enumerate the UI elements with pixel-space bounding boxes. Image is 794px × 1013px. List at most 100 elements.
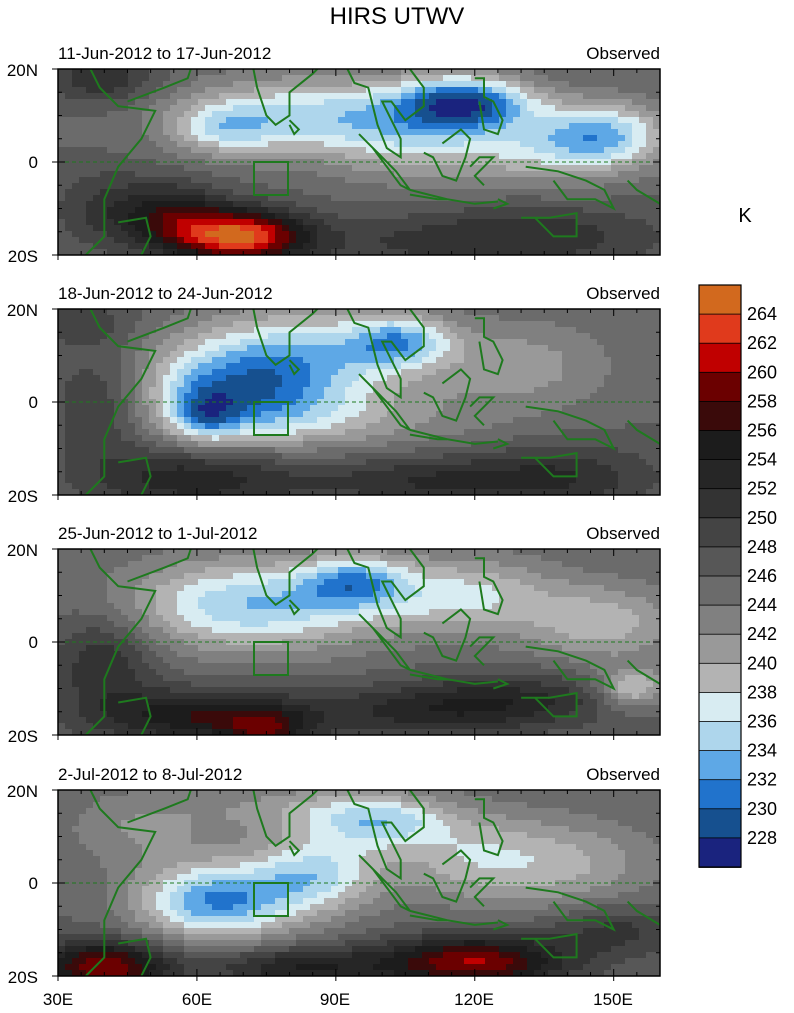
contour-cell <box>170 453 178 460</box>
contour-cell <box>492 339 500 346</box>
contour-cell <box>233 339 241 346</box>
contour-cell <box>128 441 136 448</box>
contour-cell <box>632 213 640 220</box>
contour-cell <box>72 423 80 430</box>
contour-cell <box>128 423 136 430</box>
contour-cell <box>450 231 458 238</box>
contour-cell <box>597 327 605 334</box>
contour-cell <box>268 375 276 382</box>
contour-cell <box>478 81 486 88</box>
contour-cell <box>233 333 241 340</box>
contour-cell <box>548 111 556 118</box>
contour-cell <box>345 117 353 124</box>
contour-cell <box>471 411 479 418</box>
contour-cell <box>373 453 381 460</box>
contour-cell <box>506 129 514 136</box>
contour-cell <box>527 183 535 190</box>
contour-cell <box>114 333 122 340</box>
contour-cell <box>485 339 493 346</box>
contour-cell <box>345 93 353 100</box>
contour-cell <box>380 447 388 454</box>
contour-cell <box>478 93 486 100</box>
contour-cell <box>338 447 346 454</box>
contour-cell <box>219 417 227 424</box>
contour-cell <box>499 231 507 238</box>
contour-cell <box>562 81 570 88</box>
contour-cell <box>79 309 87 316</box>
contour-cell <box>107 447 115 454</box>
contour-cell <box>520 123 528 130</box>
contour-cell <box>345 153 353 160</box>
contour-cell <box>478 189 486 196</box>
coastline <box>492 198 510 210</box>
contour-cell <box>604 219 612 226</box>
contour-cell <box>296 135 304 142</box>
contour-cell <box>303 447 311 454</box>
contour-cell <box>373 135 381 142</box>
contour-cell <box>324 183 332 190</box>
contour-cell <box>429 231 437 238</box>
contour-cell <box>191 231 199 238</box>
contour-cell <box>121 387 129 394</box>
contour-cell <box>191 393 199 400</box>
contour-cell <box>520 225 528 232</box>
contour-cell <box>471 141 479 148</box>
contour-cell <box>345 357 353 364</box>
contour-cell <box>436 357 444 364</box>
contour-cell <box>240 321 248 328</box>
contour-cell <box>562 333 570 340</box>
contour-cell <box>471 111 479 118</box>
contour-cell <box>289 135 297 142</box>
contour-cell <box>135 195 143 202</box>
contour-cell <box>72 363 80 370</box>
contour-cell <box>597 411 605 418</box>
contour-cell <box>100 153 108 160</box>
contour-cell <box>576 429 584 436</box>
contour-cell <box>471 171 479 178</box>
contour-cell <box>625 183 633 190</box>
contour-cell <box>401 387 409 394</box>
contour-cell <box>191 249 199 255</box>
contour-cell <box>72 195 80 202</box>
contour-cell <box>128 375 136 382</box>
contour-cell <box>184 213 192 220</box>
contour-cell <box>275 99 283 106</box>
contour-cell <box>408 117 416 124</box>
contour-cell <box>226 195 234 202</box>
contour-cell <box>184 363 192 370</box>
contour-cell <box>471 357 479 364</box>
contour-cell <box>499 177 507 184</box>
contour-cell <box>93 231 101 238</box>
contour-cell <box>401 81 409 88</box>
contour-cell <box>401 123 409 130</box>
contour-cell <box>142 333 150 340</box>
contour-cell <box>464 333 472 340</box>
contour-cell <box>534 447 542 454</box>
contour-cell <box>387 435 395 442</box>
contour-cell <box>275 333 283 340</box>
contour-cell <box>394 459 402 466</box>
contour-cell <box>387 105 395 112</box>
contour-cell <box>429 165 437 172</box>
contour-cell <box>366 117 374 124</box>
contour-cell <box>142 417 150 424</box>
contour-cell <box>135 315 143 322</box>
contour-cell <box>471 183 479 190</box>
contour-cell <box>212 453 220 460</box>
contour-cell <box>436 375 444 382</box>
contour-cell <box>191 411 199 418</box>
contour-cell <box>576 369 584 376</box>
contour-cell <box>555 81 563 88</box>
contour-cell <box>282 75 290 82</box>
contour-cell <box>254 315 262 322</box>
coastline <box>626 179 660 205</box>
contour-cell <box>429 405 437 412</box>
contour-cell <box>240 357 248 364</box>
contour-cell <box>513 111 521 118</box>
contour-cell <box>611 207 619 214</box>
contour-cell <box>492 201 500 208</box>
contour-cell <box>345 171 353 178</box>
contour-cell <box>597 231 605 238</box>
contour-cell <box>408 327 416 334</box>
contour-cell <box>72 213 80 220</box>
